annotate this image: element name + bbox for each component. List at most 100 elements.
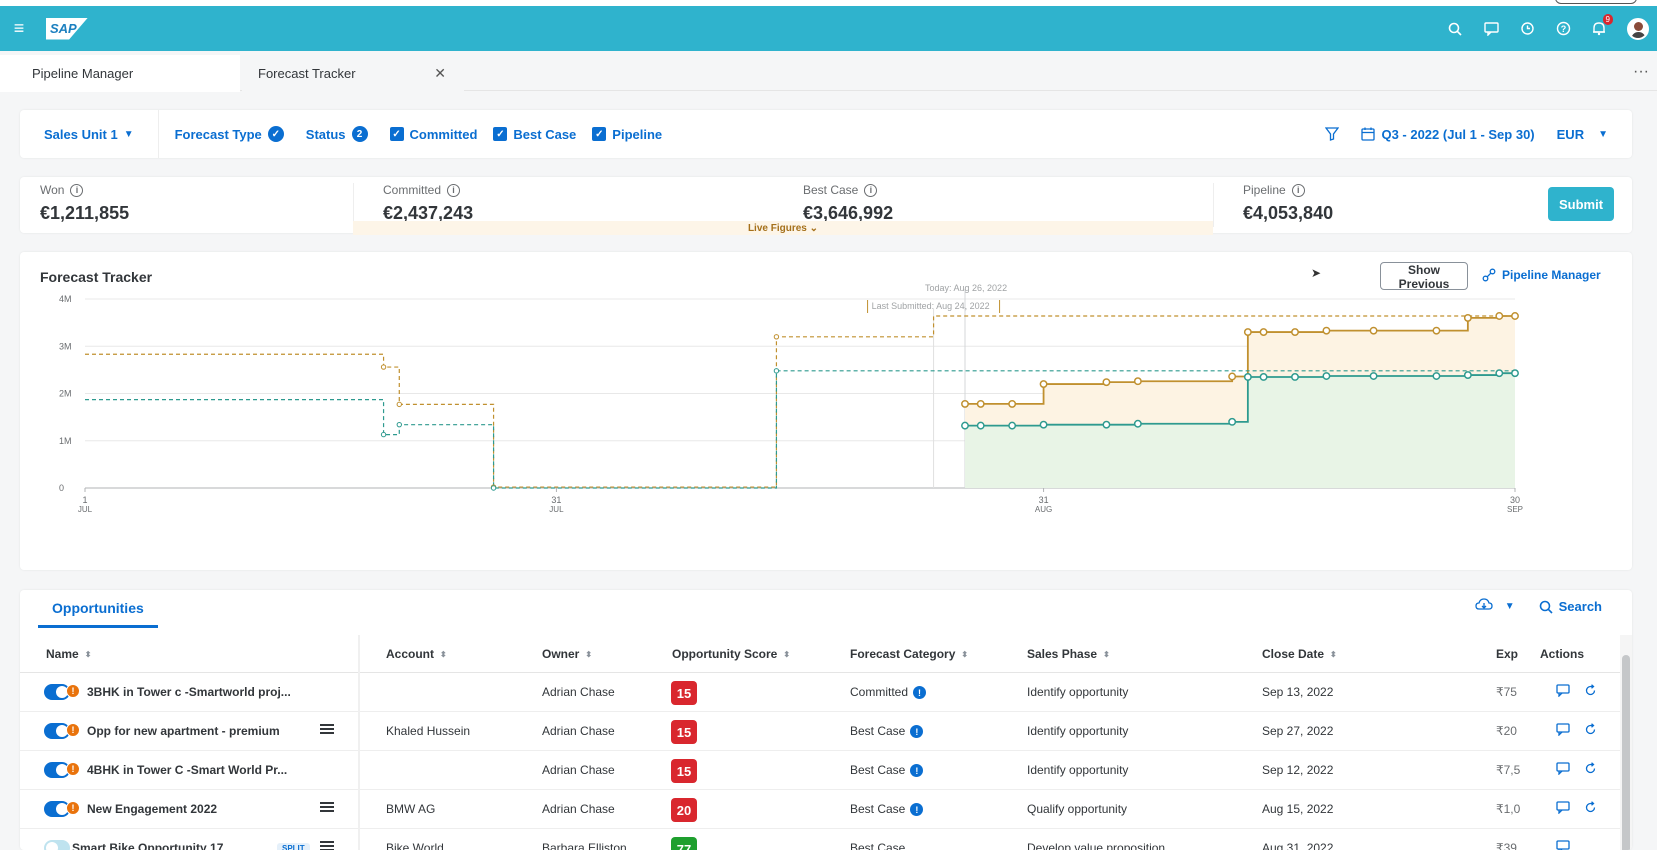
svg-text:?: ?	[1560, 24, 1566, 34]
column-header-account[interactable]: Account ⬍	[386, 647, 447, 661]
list-icon[interactable]	[320, 724, 334, 736]
pipeline-checkbox[interactable]: ✓ Pipeline	[584, 127, 670, 142]
tab-label: Opportunities	[52, 599, 144, 616]
info-icon[interactable]: !	[910, 764, 924, 778]
kpi-value: €3,646,992	[803, 203, 894, 223]
submit-button[interactable]: Submit	[1548, 187, 1614, 221]
table-row[interactable]: ! Opp for new apartment - premium Khaled H…	[20, 712, 1632, 751]
split-badge: SPLIT	[277, 843, 310, 850]
column-header-name[interactable]: Name ⬍	[46, 647, 91, 661]
info-icon[interactable]: !	[913, 686, 927, 700]
forecast-category-cell: Best Case!	[850, 802, 924, 817]
comment-icon[interactable]	[1556, 762, 1570, 778]
column-header-label: Forecast Category	[850, 647, 956, 661]
comment-icon[interactable]	[1556, 840, 1570, 850]
refresh-icon[interactable]	[1584, 801, 1597, 817]
filter-bar: Sales Unit 1 ▼ Forecast Type ✓ Status 2 ✓ Co…	[20, 110, 1632, 158]
table-row[interactable]: ! New Engagement 2022 BMW AG Adrian Chase 20…	[20, 790, 1632, 829]
committed-point	[1463, 371, 1472, 380]
owner-cell: Adrian Chase	[542, 724, 615, 738]
committed-submitted-point	[773, 368, 780, 374]
info-icon[interactable]: i	[70, 183, 84, 197]
sap-logo[interactable]: SAP	[46, 17, 88, 40]
column-header-exp[interactable]: Exp	[1496, 647, 1518, 661]
opportunity-name[interactable]: Opp for new apartment - premium	[87, 724, 280, 738]
check-circle-icon: ✓	[267, 126, 284, 142]
opportunity-name[interactable]: 4BHK in Tower C -Smart World Pr...	[87, 763, 288, 777]
include-toggle[interactable]	[44, 840, 70, 850]
info-icon[interactable]: !	[910, 725, 924, 739]
info-icon[interactable]: i	[1291, 183, 1305, 197]
history-icon[interactable]	[1519, 21, 1535, 37]
search-button[interactable]: Search	[1539, 599, 1602, 614]
currency-select[interactable]: EUR ▼	[1557, 127, 1608, 142]
forecast-type-filter[interactable]: Forecast Type ✓	[159, 126, 292, 142]
table-row[interactable]: ! 3BHK in Tower c -Smartworld proj... Adri…	[20, 673, 1632, 712]
opportunity-name[interactable]: Smart Bike Opportunity 17.	[72, 841, 227, 850]
comment-icon[interactable]	[1556, 684, 1570, 700]
user-avatar[interactable]	[1627, 17, 1649, 40]
warning-icon: !	[66, 801, 80, 815]
tab-forecast-tracker[interactable]: Forecast Tracker ✕	[242, 55, 464, 92]
best-case-checkbox[interactable]: ✓ Best Case	[485, 127, 584, 142]
forecast-type-label: Forecast Type	[174, 126, 262, 142]
search-icon[interactable]	[1447, 21, 1463, 37]
column-header-close-date[interactable]: Close Date ⬍	[1262, 647, 1337, 661]
vertical-scrollbar[interactable]	[1620, 635, 1632, 850]
include-toggle[interactable]	[44, 762, 70, 778]
shell-bar: ≡ SAP ? 9	[0, 6, 1657, 51]
column-header-sales-phase[interactable]: Sales Phase ⬍	[1027, 647, 1110, 661]
refresh-icon[interactable]	[1584, 723, 1597, 739]
help-icon[interactable]: ?	[1555, 21, 1571, 37]
committed-checkbox[interactable]: ✓ Committed	[376, 127, 486, 142]
live-figures-toggle[interactable]: Live Figures ⌄	[353, 221, 1213, 235]
last-submitted-label: Last Submitted: Aug 24, 2022	[872, 301, 990, 311]
table-row[interactable]: ! 4BHK in Tower C -Smart World Pr... Adria…	[20, 751, 1632, 790]
hamburger-menu-icon[interactable]: ≡	[13, 18, 25, 38]
checkbox-checked-icon: ✓	[493, 127, 508, 141]
include-toggle[interactable]	[44, 684, 70, 700]
divider	[1213, 183, 1214, 227]
more-options-icon[interactable]: ···	[1633, 63, 1649, 80]
forecast-category-cell: Best Case!	[850, 724, 924, 739]
filter-funnel-icon[interactable]	[1325, 127, 1340, 141]
cloud-download-icon[interactable]	[1475, 598, 1493, 615]
column-header-forecast-category[interactable]: Forecast Category ⬍	[850, 647, 968, 661]
info-icon[interactable]: i	[864, 183, 878, 197]
status-filter[interactable]: Status 2	[292, 126, 376, 142]
tab-opportunities[interactable]: Opportunities	[38, 590, 158, 628]
table-row[interactable]: Smart Bike Opportunity 17. SPLIT Bike Worl…	[20, 829, 1632, 850]
include-toggle[interactable]	[44, 723, 70, 739]
list-icon[interactable]	[320, 841, 334, 850]
column-header-owner[interactable]: Owner ⬍	[542, 647, 592, 661]
info-icon[interactable]: i	[447, 183, 461, 197]
feedback-icon[interactable]	[1483, 21, 1499, 37]
show-previous-button[interactable]: Show Previous	[1380, 262, 1468, 291]
column-header-score[interactable]: Opportunity Score ⬍	[672, 647, 790, 661]
pipeline-manager-link[interactable]: Pipeline Manager	[1482, 268, 1601, 282]
scrollbar-thumb[interactable]	[1622, 655, 1630, 850]
close-date-cell: Aug 31, 2022	[1262, 841, 1334, 850]
notifications-bell-icon[interactable]: 9	[1591, 13, 1613, 37]
opportunity-name[interactable]: New Engagement 2022	[87, 802, 218, 816]
chevron-down-icon[interactable]: ▼	[1504, 601, 1515, 612]
expected-value-cell: ₹7,5	[1496, 763, 1521, 777]
list-icon[interactable]	[320, 802, 334, 814]
period-select[interactable]: Q3 - 2022 (Jul 1 - Sep 30)	[1361, 127, 1535, 142]
sales-unit-select[interactable]: Sales Unit 1 ▼	[20, 110, 159, 158]
forecast-category-label: Best Case	[850, 841, 906, 850]
frozen-column-divider	[358, 635, 360, 850]
info-icon[interactable]: !	[910, 803, 924, 817]
tab-pipeline-manager[interactable]: Pipeline Manager	[0, 55, 240, 92]
calendar-icon	[1361, 127, 1376, 141]
refresh-icon[interactable]	[1584, 684, 1597, 700]
y-tick-label: 2M	[59, 389, 72, 399]
close-date-cell: Sep 12, 2022	[1262, 763, 1334, 777]
comment-icon[interactable]	[1556, 801, 1570, 817]
close-icon[interactable]: ✕	[434, 65, 446, 81]
committed-point	[961, 421, 969, 430]
refresh-icon[interactable]	[1584, 762, 1597, 778]
include-toggle[interactable]	[44, 801, 70, 817]
opportunity-name[interactable]: 3BHK in Tower c -Smartworld proj...	[87, 685, 291, 699]
comment-icon[interactable]	[1556, 723, 1570, 739]
